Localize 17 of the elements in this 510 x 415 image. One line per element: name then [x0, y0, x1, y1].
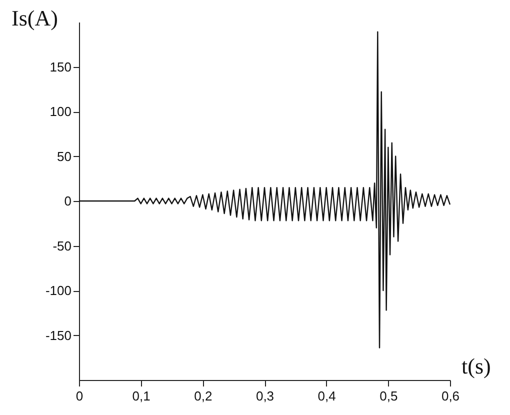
y-axis-title: Is(A): [12, 6, 58, 30]
line-series: [78, 31, 451, 348]
x-tick-label: 0,5: [380, 388, 398, 404]
x-tick-label: 0,2: [194, 388, 212, 404]
y-tick-label: 150: [50, 59, 72, 74]
y-tick-label: -100: [45, 283, 72, 298]
x-tick-label: 0: [76, 388, 84, 404]
x-axis-title: t(s): [462, 354, 491, 378]
x-tick-label: 0,6: [441, 388, 460, 404]
y-tick-label: -150: [45, 328, 72, 343]
y-tick-label: 100: [50, 104, 72, 119]
y-tick-label: 0: [64, 194, 72, 208]
y-tick-label: -50: [52, 238, 72, 254]
x-tick-label: 0,4: [318, 388, 336, 404]
x-tick-label: 0,1: [132, 388, 150, 404]
x-tick-label: 0,3: [256, 388, 274, 404]
y-tick-label: 50: [57, 148, 72, 164]
